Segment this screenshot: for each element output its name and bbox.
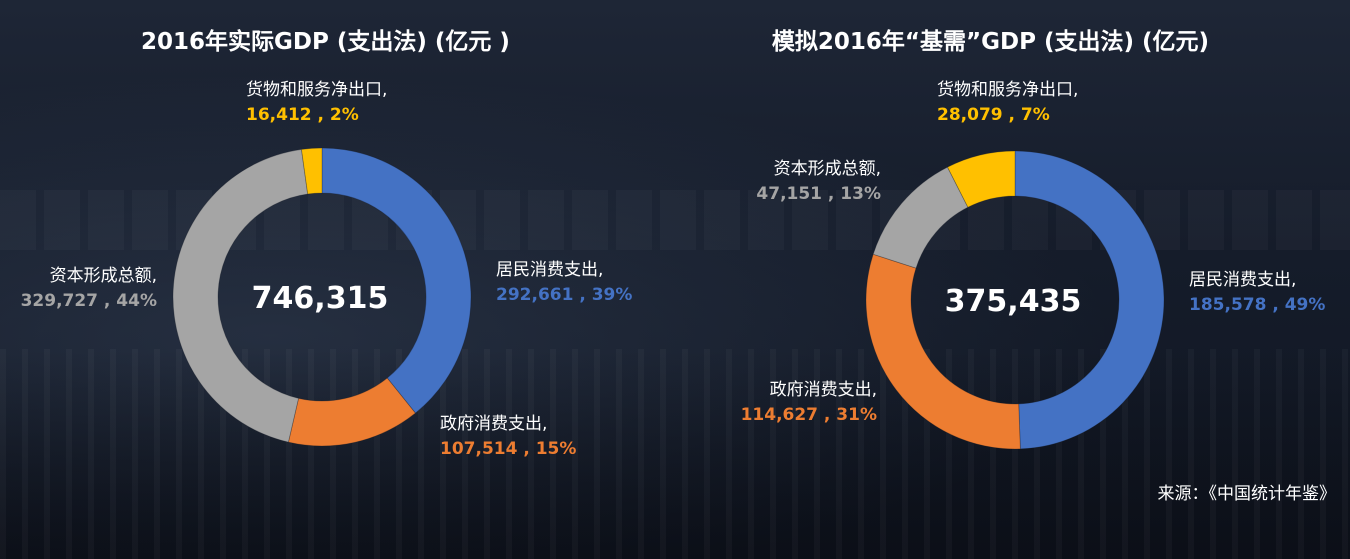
segment-label-government-consumption: 政府消费支出, 107,514 , 15%	[440, 412, 576, 462]
donut-chart: 375,435	[865, 150, 1165, 450]
chart-title: 模拟2016年“基需”GDP (支出法) (亿元)	[771, 29, 1210, 55]
chart-panel-actual-gdp: 2016年实际GDP (支出法) (亿元 ) 746,315 货物和服务净出口,…	[20, 29, 633, 462]
segment-name: 居民消费支出,	[496, 260, 604, 280]
segment-name: 货物和服务净出口,	[246, 80, 388, 100]
segment-household-consumption	[321, 147, 472, 414]
segment-capital-formation	[872, 166, 969, 269]
segment-name: 居民消费支出,	[1189, 270, 1297, 290]
segment-name: 政府消费支出,	[440, 414, 548, 434]
donut-chart: 746,315	[172, 147, 472, 447]
segment-capital-formation	[172, 148, 309, 443]
segment-name: 资本形成总额,	[49, 266, 157, 286]
segment-label-net-exports: 货物和服务净出口, 28,079 , 7%	[937, 78, 1078, 128]
chart-panel-basic-needs-gdp: 模拟2016年“基需”GDP (支出法) (亿元) 375,435 货物和服务净…	[675, 0, 1350, 559]
donut-total-label: 375,435	[945, 284, 1082, 319]
segment-label-government-consumption: 政府消费支出, 114,627 , 31%	[741, 378, 877, 428]
segment-government-consumption	[287, 377, 416, 447]
donut-total-label: 746,315	[252, 281, 389, 316]
segment-name: 政府消费支出,	[769, 380, 877, 400]
segment-value: 28,079 , 7%	[937, 105, 1050, 125]
segment-value: 47,151 , 13%	[756, 184, 881, 204]
segment-net-exports	[301, 147, 323, 195]
segment-label-household-consumption: 居民消费支出, 292,661 , 39%	[496, 258, 632, 308]
segment-net-exports	[946, 150, 1016, 208]
segment-value: 16,412 , 2%	[246, 105, 359, 125]
segment-label-household-consumption: 居民消费支出, 185,578 , 49%	[1189, 268, 1325, 318]
segment-value: 292,661 , 39%	[496, 285, 633, 305]
segment-value: 185,578 , 49%	[1189, 295, 1326, 315]
segment-value: 107,514 , 15%	[440, 439, 577, 459]
segment-name: 资本形成总额,	[773, 159, 881, 179]
segment-name: 货物和服务净出口,	[937, 80, 1079, 100]
source-note: 来源：《中国统计年鉴》	[1157, 484, 1337, 504]
segment-label-capital-formation: 资本形成总额, 47,151 , 13%	[756, 157, 881, 207]
segment-value: 329,727 , 44%	[20, 291, 157, 311]
segment-value: 114,627 , 31%	[740, 405, 877, 425]
segment-government-consumption	[865, 253, 1021, 450]
segment-label-net-exports: 货物和服务净出口, 16,412 , 2%	[246, 78, 387, 128]
chart-title: 2016年实际GDP (支出法) (亿元 )	[141, 29, 510, 55]
segment-label-capital-formation: 资本形成总额, 329,727 , 44%	[21, 264, 157, 314]
segment-household-consumption	[1014, 150, 1165, 450]
